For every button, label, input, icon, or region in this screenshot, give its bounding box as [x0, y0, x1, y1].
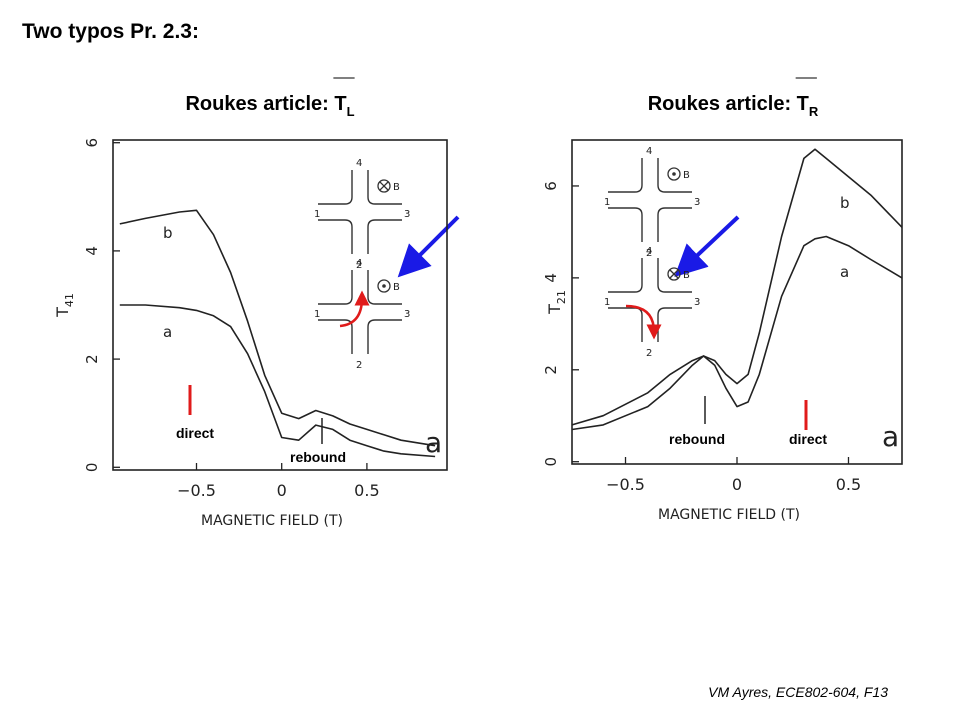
terminal-label: 2 — [646, 248, 652, 259]
field-symbol — [667, 167, 681, 181]
terminal-label: 3 — [404, 209, 410, 220]
slide-title: Two typos Pr. 2.3: — [22, 20, 199, 43]
terminal-label: 2 — [356, 260, 362, 271]
channel-wall — [367, 170, 402, 205]
y-tick-label: 2 — [542, 365, 560, 375]
channel-wall — [657, 258, 692, 293]
terminal-label: 2 — [646, 348, 652, 359]
y-tick-label: 6 — [542, 181, 560, 191]
chart-title: Roukes article: TR — [648, 93, 819, 119]
current-path-arrow — [339, 290, 370, 328]
y-tick-label: 0 — [542, 457, 560, 467]
x-tick-label: −0.5 — [177, 481, 216, 500]
annotation: direct — [789, 431, 827, 447]
series-label: a — [163, 323, 172, 341]
chart-title-main: Roukes article: T — [185, 93, 346, 115]
field-symbol — [377, 279, 391, 293]
field-label: B — [683, 270, 690, 281]
terminal-label: 4 — [646, 246, 652, 257]
chart-title-main: Roukes article: T — [648, 93, 809, 115]
x-tick-label: 0.5 — [354, 481, 379, 500]
x-axis-label: MAGNETIC FIELD (T) — [658, 507, 800, 523]
terminal-label: 4 — [356, 158, 362, 169]
field-symbol — [377, 179, 391, 193]
terminal-label: 4 — [646, 146, 652, 157]
chart-title: Roukes article: TL — [185, 93, 354, 119]
pointer-arrow — [397, 215, 460, 278]
panel-label: a — [425, 426, 442, 459]
x-tick-label: −0.5 — [606, 475, 645, 494]
chart-title-subscript: L — [347, 104, 355, 119]
field-symbol — [667, 267, 681, 281]
terminal-label: 1 — [314, 209, 320, 220]
channel-wall — [608, 158, 643, 193]
terminal-label: 1 — [604, 197, 610, 208]
channel-wall — [608, 307, 643, 342]
channel-wall — [318, 219, 353, 254]
terminal-label: 3 — [404, 309, 410, 320]
field-label: B — [393, 282, 400, 293]
inset-diagram: 1 2 3 4 B — [314, 258, 410, 371]
y-tick-label: 6 — [83, 138, 101, 148]
inset-diagram: 1 2 3 4 B — [314, 158, 410, 271]
series-label: b — [163, 224, 173, 242]
field-label: B — [683, 170, 690, 181]
inset-diagram: 1 2 3 4 B — [604, 146, 700, 259]
terminal-label: 3 — [694, 297, 700, 308]
channel-wall — [608, 258, 643, 293]
data-line — [571, 235, 903, 431]
channel-wall — [367, 219, 402, 254]
channel-wall — [657, 207, 692, 242]
data-line — [119, 209, 436, 447]
field-cross — [669, 269, 679, 279]
channel-wall — [367, 319, 402, 354]
y-tick-label: 0 — [83, 463, 101, 473]
series-label: a — [840, 263, 849, 281]
terminal-label: 3 — [694, 197, 700, 208]
series-label: b — [840, 194, 850, 212]
y-axis-label: T41 — [53, 293, 76, 318]
x-tick-label: 0 — [732, 475, 742, 494]
pointer-arrow — [674, 215, 740, 277]
data-line — [119, 304, 436, 458]
x-axis-label: MAGNETIC FIELD (T) — [201, 513, 343, 529]
panel-label: a — [882, 420, 899, 453]
current-path-arrow — [625, 304, 662, 340]
terminal-label: 2 — [356, 360, 362, 371]
field-dot — [672, 172, 676, 176]
inset-diagram: 1 2 3 4 B — [604, 246, 700, 359]
y-axis-label: T21 — [545, 290, 568, 315]
channel-wall — [657, 307, 692, 342]
annotation: rebound — [290, 449, 346, 465]
field-cross — [379, 181, 389, 191]
y-tick-label: 4 — [542, 273, 560, 283]
footer: VM Ayres, ECE802-604, F13 — [708, 684, 888, 700]
plot-frame — [571, 139, 903, 465]
field-label: B — [393, 182, 400, 193]
y-axis-label-main: T — [545, 304, 564, 315]
y-tick-label: 4 — [83, 246, 101, 256]
y-axis-label-subscript: 21 — [555, 290, 568, 304]
field-dot — [382, 284, 386, 288]
channel-wall — [318, 270, 353, 305]
terminal-label: 1 — [604, 297, 610, 308]
terminal-label: 1 — [314, 309, 320, 320]
annotation: rebound — [669, 431, 725, 447]
annotation: direct — [176, 425, 214, 441]
channel-wall — [657, 158, 692, 193]
plot-frame — [112, 139, 448, 471]
x-tick-label: 0.5 — [836, 475, 861, 494]
y-tick-label: 2 — [83, 354, 101, 364]
y-axis-label-subscript: 41 — [63, 293, 76, 307]
channel-wall — [318, 170, 353, 205]
y-axis-label-main: T — [53, 307, 72, 318]
channel-wall — [608, 207, 643, 242]
chart-title-subscript: R — [809, 104, 819, 119]
data-line — [571, 148, 903, 426]
terminal-label: 4 — [356, 258, 362, 269]
x-tick-label: 0 — [277, 481, 287, 500]
